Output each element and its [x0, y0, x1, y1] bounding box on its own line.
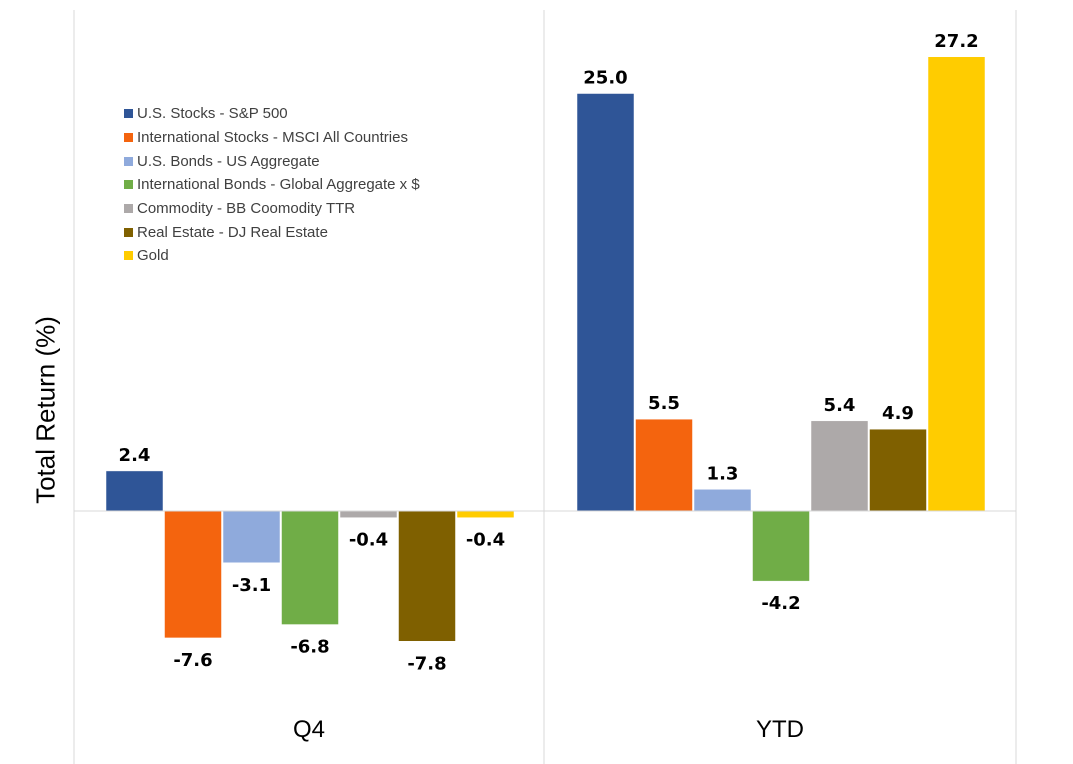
legend-swatch [124, 180, 133, 190]
category-label-q4: Q4 [293, 716, 325, 743]
bar-ytd-5 [869, 428, 927, 512]
bar-ytd-4 [810, 420, 869, 512]
legend-item-5: Real Estate - DJ Real Estate [124, 220, 420, 244]
bar-ytd-6 [927, 56, 986, 512]
legend-item-1: International Stocks - MSCI All Countrie… [124, 126, 420, 150]
legend-swatch [124, 133, 133, 143]
category-label-ytd: YTD [756, 716, 804, 743]
bar-q4-6 [456, 510, 515, 518]
legend-swatch [124, 227, 133, 237]
bar-ytd-3 [752, 510, 810, 582]
legend-label: International Stocks - MSCI All Countrie… [137, 129, 408, 147]
legend-item-3: International Bonds - Global Aggregate x… [124, 173, 420, 197]
y-axis-label: Total Return (%) [30, 316, 61, 504]
value-label-ytd-6: 27.2 [934, 31, 978, 52]
value-label-ytd-5: 4.9 [882, 403, 914, 424]
value-label-q4-6: -0.4 [466, 530, 505, 551]
value-label-q4-0: 2.4 [119, 445, 151, 466]
bar-q4-1 [164, 510, 222, 639]
legend-swatch [124, 251, 133, 261]
legend-item-2: U.S. Bonds - US Aggregate [124, 149, 420, 173]
legend-label: Gold [137, 247, 169, 265]
value-label-q4-5: -7.8 [407, 653, 446, 674]
value-label-ytd-2: 1.3 [707, 463, 739, 484]
bar-ytd-2 [693, 489, 752, 512]
value-label-ytd-0: 25.0 [583, 68, 627, 89]
bar-ytd-0 [576, 93, 635, 512]
legend-item-6: Gold [124, 244, 420, 268]
value-label-ytd-4: 5.4 [824, 395, 856, 416]
legend-item-0: U.S. Stocks - S&P 500 [124, 102, 420, 126]
value-label-q4-3: -6.8 [290, 637, 329, 658]
legend-swatch [124, 204, 133, 214]
bar-q4-5 [398, 510, 456, 642]
bar-ytd-1 [635, 418, 693, 512]
value-label-q4-2: -3.1 [232, 575, 271, 596]
legend: U.S. Stocks - S&P 500 International Stock… [124, 102, 420, 268]
legend-swatch [124, 156, 133, 166]
category-labels: Q4 YTD [293, 716, 804, 743]
value-label-q4-4: -0.4 [349, 530, 388, 551]
value-label-ytd-3: -4.2 [761, 593, 800, 614]
legend-label: Real Estate - DJ Real Estate [137, 223, 328, 241]
legend-label: Commodity - BB Coomodity TTR [137, 200, 356, 218]
bar-q4-2 [222, 510, 281, 564]
legend-swatch [124, 109, 133, 119]
legend-label: International Bonds - Global Aggregate x… [137, 176, 420, 194]
legend-label: U.S. Stocks - S&P 500 [137, 105, 288, 123]
panel-dividers [73, 10, 1017, 764]
value-labels: 2.4 -7.6 -3.1 -6.8 -0.4 -7.8 -0.4 25.0 5.5 1.3 -4.… [119, 31, 979, 675]
value-label-q4-1: -7.6 [173, 650, 212, 671]
legend-item-4: Commodity - BB Coomodity TTR [124, 197, 420, 221]
legend-label: U.S. Bonds - US Aggregate [137, 152, 320, 170]
bar-q4-0 [105, 470, 164, 512]
bars [105, 56, 986, 642]
value-label-ytd-1: 5.5 [648, 393, 680, 414]
bar-q4-3 [281, 510, 339, 625]
bar-q4-4 [339, 510, 398, 518]
